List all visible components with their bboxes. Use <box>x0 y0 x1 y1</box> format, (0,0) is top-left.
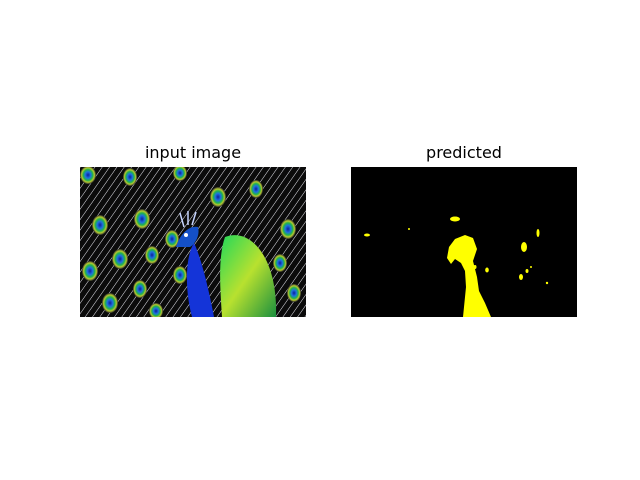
mask-regions <box>364 216 549 317</box>
mask-peacock-region <box>447 235 491 317</box>
predicted-title: predicted <box>426 143 502 162</box>
predicted-mask <box>351 167 577 317</box>
peacock-eye <box>184 233 188 237</box>
tail-fan <box>220 235 277 317</box>
input-image-title: input image <box>144 143 242 162</box>
input-image <box>80 167 306 317</box>
feather-eyes <box>80 167 301 317</box>
peacock-body <box>186 243 214 317</box>
peacock-crest <box>179 211 197 228</box>
peacock-head <box>176 226 199 247</box>
